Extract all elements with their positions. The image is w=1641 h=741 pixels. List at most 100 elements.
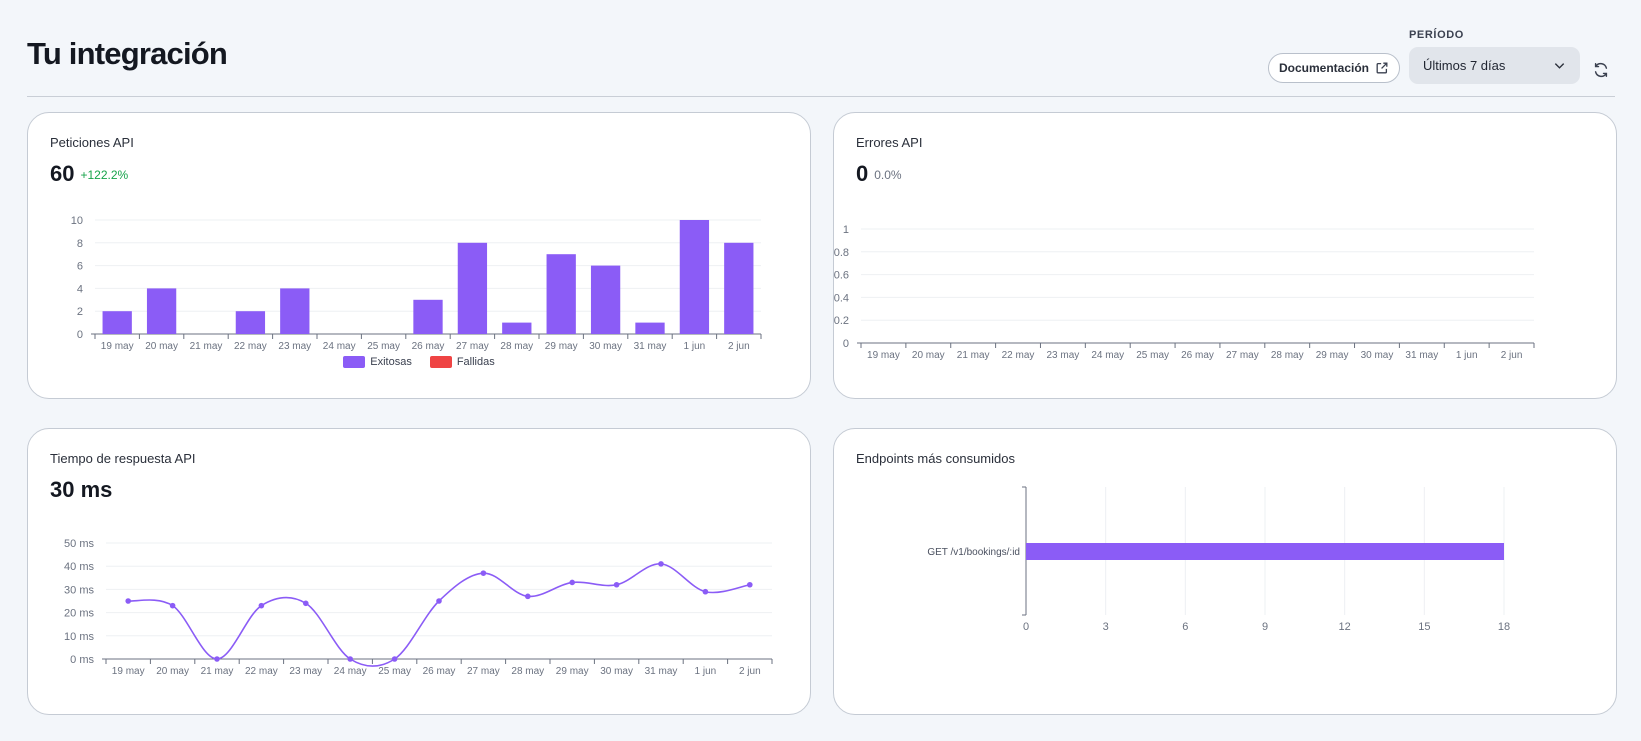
legend-swatch-failed <box>429 356 452 368</box>
card-value: 60 +122.2% <box>50 161 128 187</box>
legend-swatch-success <box>343 356 366 368</box>
x-tick-label: 23 may <box>278 341 311 352</box>
bar <box>546 254 576 334</box>
x-tick-label: 1 jun <box>1456 350 1478 361</box>
page-title: Tu integración <box>27 36 228 71</box>
data-point <box>525 593 531 600</box>
x-tick-label: 31 may <box>634 341 667 352</box>
x-tick-label: 23 may <box>289 666 322 677</box>
x-tick-label: 28 may <box>500 341 533 352</box>
x-tick-label: 3 <box>1103 621 1109 633</box>
x-tick-label: 27 may <box>467 666 500 677</box>
card-title: Peticiones API <box>50 135 134 150</box>
latency-card: Tiempo de respuesta API 30 ms 0 ms 10 ms 2… <box>27 428 811 715</box>
card-title: Tiempo de respuesta API <box>50 451 196 466</box>
x-tick-label: 24 may <box>323 341 356 352</box>
data-point <box>747 581 753 588</box>
data-point <box>391 656 398 662</box>
endpoints-card: Endpoints más consumidos 0 3 6 9 12 15 18 GET /… <box>833 428 1617 715</box>
y-tick-label: 10 ms <box>64 631 94 643</box>
x-tick-label: 21 may <box>190 341 223 352</box>
bar <box>635 322 665 334</box>
x-tick-label: 25 may <box>367 341 400 352</box>
x-tick-label: 29 may <box>545 341 578 352</box>
endpoints-chart: 0 3 6 9 12 15 18 GET /v1/bookings/:id <box>927 486 1510 633</box>
y-tick-label: 40 ms <box>64 561 94 573</box>
latency-value: 30 ms <box>50 477 113 502</box>
documentation-button[interactable]: Documentación <box>1268 53 1400 83</box>
x-tick-label: 29 may <box>556 666 589 677</box>
legend-item-failed[interactable]: Fallidas <box>429 356 495 368</box>
external-link-icon <box>1376 62 1388 74</box>
errors-card: Errores API 0 0.0% 0 0.2 0.4 0.6 0.8 1 19 may 20… <box>833 112 1617 399</box>
data-point <box>214 656 220 662</box>
bar <box>1026 543 1504 560</box>
x-tick-label: 23 may <box>1047 350 1080 361</box>
x-tick-label: 19 may <box>101 341 134 352</box>
requests-chart: 0 2 4 6 8 10 19 may 20 may 21 may 22 may 23 may 24 … <box>71 215 762 352</box>
errors-delta: 0.0% <box>874 168 902 182</box>
x-tick-label: 22 may <box>245 666 278 677</box>
bar <box>280 288 310 334</box>
bar <box>590 265 621 334</box>
x-tick-label: 2 jun <box>1501 350 1523 361</box>
x-tick-label: 2 jun <box>739 666 761 677</box>
legend-item-success[interactable]: Exitosas <box>343 356 412 368</box>
x-tick-label: 0 <box>1023 621 1029 633</box>
x-tick-label: 30 may <box>1361 350 1394 361</box>
x-tick-label: 25 may <box>1136 350 1169 361</box>
y-tick-label: 6 <box>77 261 83 273</box>
x-tick-label: 1 jun <box>684 341 706 352</box>
x-tick-label: 6 <box>1182 621 1188 633</box>
bar <box>102 311 132 334</box>
data-point <box>613 581 620 588</box>
card-value: 0 0.0% <box>856 161 902 187</box>
x-tick-label: 25 may <box>378 666 411 677</box>
x-tick-label: 30 may <box>589 341 622 352</box>
y-tick-label: 0 <box>843 338 849 350</box>
bar <box>413 299 443 334</box>
x-tick-label: 26 may <box>423 666 456 677</box>
x-tick-label: 28 may <box>1271 350 1304 361</box>
data-point <box>303 600 309 607</box>
bar <box>146 288 177 334</box>
period-select[interactable]: Últimos 7 días <box>1409 47 1580 84</box>
x-tick-label: 9 <box>1262 621 1268 633</box>
latency-chart: 0 ms 10 ms 20 ms 30 ms 40 ms 50 ms 19 may 20 ma… <box>64 538 773 677</box>
y-tick-label: 0.4 <box>834 292 849 304</box>
data-point <box>436 598 442 604</box>
x-tick-label: 31 may <box>645 666 678 677</box>
legend-label: Exitosas <box>370 356 412 368</box>
data-point <box>169 602 176 609</box>
bar <box>457 242 488 334</box>
legend-label: Fallidas <box>456 356 495 368</box>
y-tick-label: 0.2 <box>834 315 849 327</box>
documentation-button-label: Documentación <box>1278 61 1369 75</box>
errors-count: 0 <box>856 161 869 186</box>
x-tick-label: 22 may <box>1002 350 1035 361</box>
y-tick-label: 20 ms <box>64 608 94 620</box>
bar <box>502 322 532 334</box>
latency-line <box>128 563 750 667</box>
period-select-value: Últimos 7 días <box>1423 58 1506 73</box>
errors-chart: 0 0.2 0.4 0.6 0.8 1 19 may 20 may 21 may 22 may 23… <box>834 224 1535 361</box>
y-tick-label: 2 <box>77 306 83 318</box>
y-tick-label: 0.6 <box>834 270 849 282</box>
data-point <box>347 656 354 662</box>
x-tick-label: 30 may <box>600 666 633 677</box>
x-tick-label: 1 jun <box>695 666 717 677</box>
data-point <box>125 598 131 604</box>
x-tick-label: 27 may <box>1226 350 1259 361</box>
y-tick-label: 0 ms <box>70 654 94 666</box>
data-point <box>702 588 709 595</box>
x-tick-label: 20 may <box>912 350 945 361</box>
bar <box>235 311 266 334</box>
bar <box>679 220 710 334</box>
x-tick-label: 28 may <box>511 666 544 677</box>
x-tick-label: 12 <box>1339 621 1351 633</box>
card-value: 30 ms <box>50 477 112 503</box>
x-tick-label: 15 <box>1418 621 1430 633</box>
bar <box>724 242 754 334</box>
y-tick-label: 4 <box>77 283 83 295</box>
refresh-icon[interactable] <box>1592 61 1610 79</box>
